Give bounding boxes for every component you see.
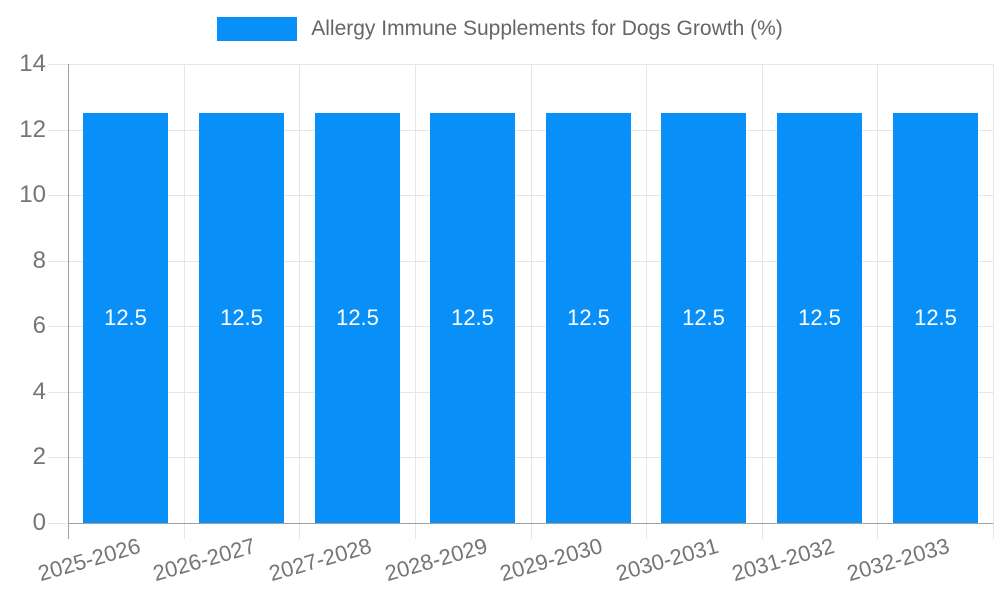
bar[interactable]	[546, 113, 631, 523]
y-axis-tick	[48, 392, 68, 393]
x-axis-label: 2029-2030	[496, 533, 605, 587]
horizontal-gridline	[68, 326, 993, 327]
y-axis-label: 2	[32, 443, 46, 470]
x-axis-label: 2026-2027	[149, 533, 258, 587]
x-axis-line	[68, 523, 993, 524]
bar[interactable]	[661, 113, 746, 523]
y-axis-tick	[48, 195, 68, 196]
x-axis-tick	[184, 523, 185, 539]
y-axis-label: 4	[32, 378, 46, 405]
x-axis-label: 2032-2033	[843, 533, 952, 587]
y-axis-label: 12	[19, 116, 46, 143]
bar-value-label: 12.5	[220, 305, 263, 330]
y-axis-label: 14	[19, 50, 46, 77]
bar[interactable]	[777, 113, 862, 523]
vertical-gridline	[299, 64, 300, 523]
bar-value-label: 12.5	[914, 305, 957, 330]
y-axis-tick	[48, 261, 68, 262]
x-axis-tick	[646, 523, 647, 539]
y-axis-label: 6	[32, 312, 46, 339]
horizontal-gridline	[68, 457, 993, 458]
horizontal-gridline	[68, 130, 993, 131]
vertical-gridline	[762, 64, 763, 523]
y-axis-label: 8	[32, 247, 46, 274]
x-axis-label: 2025-2026	[34, 533, 143, 587]
y-axis-tick	[48, 457, 68, 458]
y-axis-tick	[48, 523, 68, 524]
vertical-gridline	[646, 64, 647, 523]
y-axis-line	[68, 64, 69, 539]
y-axis-label: 0	[32, 509, 46, 536]
bar[interactable]	[430, 113, 515, 523]
bar-value-label: 12.5	[798, 305, 841, 330]
y-axis-tick	[48, 130, 68, 131]
horizontal-gridline	[68, 261, 993, 262]
bar-value-label: 12.5	[567, 305, 610, 330]
bar[interactable]	[199, 113, 284, 523]
vertical-gridline	[877, 64, 878, 523]
bar[interactable]	[893, 113, 978, 523]
x-axis-tick	[299, 523, 300, 539]
x-axis-label: 2031-2032	[728, 533, 837, 587]
legend-label: Allergy Immune Supplements for Dogs Grow…	[311, 17, 783, 40]
horizontal-gridline	[68, 392, 993, 393]
vertical-gridline	[993, 64, 994, 523]
bar-value-label: 12.5	[682, 305, 725, 330]
vertical-gridline	[184, 64, 185, 523]
y-axis-tick	[48, 326, 68, 327]
x-axis-tick	[877, 523, 878, 539]
x-axis-tick	[762, 523, 763, 539]
bar-value-label: 12.5	[451, 305, 494, 330]
horizontal-gridline	[68, 64, 993, 65]
x-axis-label: 2027-2028	[265, 533, 374, 587]
chart-legend[interactable]: Allergy Immune Supplements for Dogs Grow…	[0, 17, 1000, 41]
vertical-gridline	[415, 64, 416, 523]
x-axis-label: 2030-2031	[612, 533, 721, 587]
x-axis-tick	[531, 523, 532, 539]
bar-value-label: 12.5	[336, 305, 379, 330]
y-axis-label: 10	[19, 181, 46, 208]
vertical-gridline	[531, 64, 532, 523]
x-axis-tick	[993, 523, 994, 539]
x-axis-label: 2028-2029	[381, 533, 490, 587]
bar-value-label: 12.5	[104, 305, 147, 330]
legend-swatch	[217, 17, 298, 41]
x-axis-tick	[415, 523, 416, 539]
horizontal-gridline	[68, 195, 993, 196]
bar[interactable]	[83, 113, 168, 523]
bar[interactable]	[315, 113, 400, 523]
y-axis-tick	[48, 64, 68, 65]
